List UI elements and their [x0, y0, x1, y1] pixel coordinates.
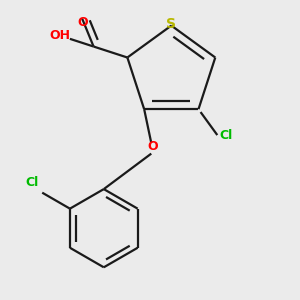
Text: O: O: [77, 16, 88, 29]
Text: S: S: [166, 17, 176, 31]
Text: O: O: [148, 140, 158, 153]
Text: OH: OH: [49, 29, 70, 42]
Text: Cl: Cl: [219, 129, 232, 142]
Text: Cl: Cl: [26, 176, 39, 189]
